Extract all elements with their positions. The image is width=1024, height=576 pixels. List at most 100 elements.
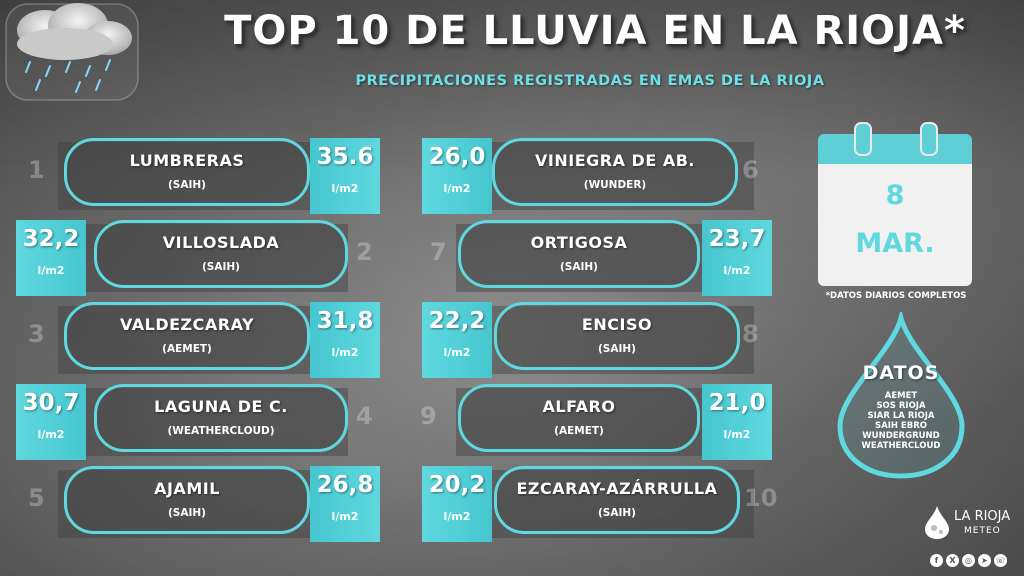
rain-value: 30,7 [22,390,80,416]
rain-unit: l/m2 [37,428,65,441]
data-source-item: SOS RIOJA [876,401,926,411]
station-card: 9 ALFARO (AEMET) 21,0 l/m2 [420,384,796,460]
facebook-icon[interactable]: f [930,554,943,567]
data-sources-list: AEMET SOS RIOJA SIAR LA RIOJA SAIH EBRO … [832,391,970,451]
rain-unit: l/m2 [443,182,471,195]
rain-value-box: 23,7 l/m2 [702,220,772,296]
station-rank: 6 [742,156,759,184]
station-card: 3 VALDEZCARAY (AEMET) 31,8 l/m2 [22,302,392,378]
data-source-item: SIAR LA RIOJA [867,411,935,421]
station-name: VALDEZCARAY [119,315,255,334]
station-card: 1 LUMBRERAS (SAIH) 35.6 l/m2 [22,138,392,214]
station-name: ORTIGOSA [530,233,628,252]
telegram-icon[interactable]: ➤ [978,554,991,567]
station-name: AJAMIL [154,479,220,498]
brand-sub: METEO [964,526,1001,536]
rain-unit: l/m2 [331,182,359,195]
calendar-body: 8 MAR. [818,164,972,286]
station-rank: 1 [28,156,45,184]
data-sources-title: DATOS [862,362,940,384]
rain-unit: l/m2 [723,428,751,441]
station-pill: VALDEZCARAY (AEMET) [64,302,310,370]
station-pill: EZCARAY-AZÁRRULLA (SAIH) [494,466,740,534]
station-source: (SAIH) [598,507,636,519]
station-rank: 4 [356,402,373,430]
station-name: LAGUNA DE C. [154,397,288,416]
rain-value: 32,2 [22,226,80,252]
drop-logo-icon [925,506,949,539]
rain-cloud-icon [5,3,139,101]
station-pill: ENCISO (SAIH) [494,302,740,370]
station-rank: 10 [744,484,778,512]
station-pill: LAGUNA DE C. (WEATHERCLOUD) [94,384,348,452]
station-name: EZCARAY-AZÁRRULLA [516,479,718,498]
data-source-item: SAIH EBRO [875,421,927,431]
station-source: (SAIH) [202,261,240,273]
station-name: VINIEGRA DE AB. [535,151,695,170]
rain-value: 35.6 [316,144,374,170]
water-drop-icon [837,312,965,479]
calendar-month: MAR. [855,228,935,259]
rain-value-box: 31,8 l/m2 [310,302,380,378]
calendar-ring [854,122,872,156]
station-card: 22,2 l/m2 ENCISO (SAIH) 8 [422,302,792,378]
rain-value: 20,2 [428,472,486,498]
station-rank: 3 [28,320,45,348]
station-card: 5 AJAMIL (SAIH) 26,8 l/m2 [22,466,392,542]
station-rank: 8 [742,320,759,348]
station-source: (SAIH) [598,343,636,355]
calendar-header [818,134,972,164]
station-name: ENCISO [581,315,653,334]
rain-value-box: 35.6 l/m2 [310,138,380,214]
rain-unit: l/m2 [443,510,471,523]
data-note: *DATOS DIARIOS COMPLETOS [825,291,967,301]
station-name: LUMBRERAS [129,151,245,170]
station-card: 20,2 l/m2 EZCARAY-AZÁRRULLA (SAIH) 10 [422,466,792,542]
instagram-icon[interactable]: ◎ [962,554,975,567]
station-rank: 2 [356,238,373,266]
rain-value: 26,8 [316,472,374,498]
calendar-day: 8 [885,180,905,211]
social-icons: f X ◎ ➤ ☏ [930,554,1007,567]
station-pill: ORTIGOSA (SAIH) [458,220,700,288]
rain-value-box: 21,0 l/m2 [702,384,772,460]
station-pill: LUMBRERAS (SAIH) [64,138,310,206]
station-source: (WUNDER) [583,179,647,191]
station-pill: VINIEGRA DE AB. (WUNDER) [492,138,738,206]
station-source: (WEATHERCLOUD) [167,425,275,437]
station-source: (AEMET) [162,343,212,355]
station-pill: ALFARO (AEMET) [458,384,700,452]
x-icon[interactable]: X [946,554,959,567]
date-calendar: 8 MAR. [818,122,972,286]
data-source-item: AEMET [884,391,918,401]
rain-value-box: 32,2 l/m2 [16,220,86,296]
rain-value-box: 26,0 l/m2 [422,138,492,214]
data-source-item: WUNDERGRUND [862,431,940,441]
brand-logo: LA RIOJA METEO [920,504,1020,544]
rain-value: 23,7 [708,226,766,252]
station-card: 32,2 l/m2 VILLOSLADA (SAIH) 2 [16,220,386,296]
station-source: (SAIH) [560,261,598,273]
station-source: (SAIH) [168,507,206,519]
station-name: ALFARO [542,397,616,416]
rain-value-box: 26,8 l/m2 [310,466,380,542]
page-subtitle: PRECIPITACIONES REGISTRADAS EN EMAS DE L… [355,73,825,89]
rain-value-box: 22,2 l/m2 [422,302,492,378]
station-rank: 5 [28,484,45,512]
rain-value: 21,0 [708,390,766,416]
station-rank: 9 [420,402,437,430]
rain-unit: l/m2 [723,264,751,277]
station-card: 26,0 l/m2 VINIEGRA DE AB. (WUNDER) 6 [422,138,792,214]
whatsapp-icon[interactable]: ☏ [994,554,1007,567]
station-card: 7 ORTIGOSA (SAIH) 23,7 l/m2 [426,220,796,296]
rain-unit: l/m2 [37,264,65,277]
rain-value: 26,0 [428,144,486,170]
station-rank: 7 [430,238,447,266]
station-card: 30,7 l/m2 LAGUNA DE C. (WEATHERCLOUD) 4 [16,384,386,460]
rain-unit: l/m2 [331,346,359,359]
station-pill: AJAMIL (SAIH) [64,466,310,534]
rain-value-box: 20,2 l/m2 [422,466,492,542]
rain-value: 31,8 [316,308,374,334]
station-pill: VILLOSLADA (SAIH) [94,220,348,288]
rain-unit: l/m2 [331,510,359,523]
